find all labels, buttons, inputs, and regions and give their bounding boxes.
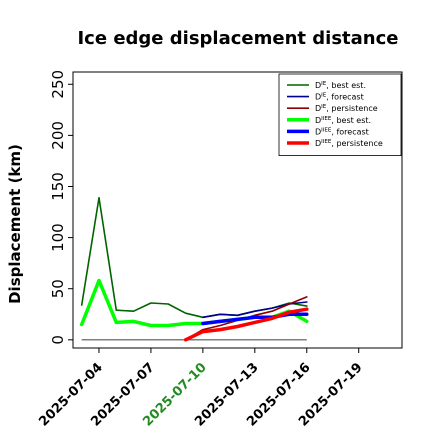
y-tick-label: 150 <box>49 172 67 201</box>
y-axis-label: Displacement (km) <box>6 144 24 304</box>
chart-title: Ice edge displacement distance <box>77 28 398 49</box>
legend-label: DIE, persistence <box>315 104 378 113</box>
legend-label: DIIEE, forecast <box>315 127 369 136</box>
y-tick-label: 250 <box>49 70 67 99</box>
y-tick-label: 100 <box>49 223 67 252</box>
legend-label: DIE, best est. <box>315 81 366 90</box>
series-line-5 <box>201 312 309 326</box>
series-line-6 <box>183 307 309 342</box>
plot-frame <box>72 71 403 349</box>
series-layer <box>79 196 309 342</box>
legend: DIE, best est. DIE, forecast DIE, persiste… <box>278 73 402 156</box>
series-line-1 <box>80 196 308 319</box>
y-tick-label: 0 <box>49 335 67 345</box>
y-tick-label: 50 <box>49 279 67 298</box>
legend-label: DIIEE, best est. <box>315 116 371 125</box>
legend-label: DIIEE, persistence <box>315 139 383 148</box>
y-tick-label: 200 <box>49 121 67 150</box>
legend-label: DIE, forecast <box>315 93 364 102</box>
